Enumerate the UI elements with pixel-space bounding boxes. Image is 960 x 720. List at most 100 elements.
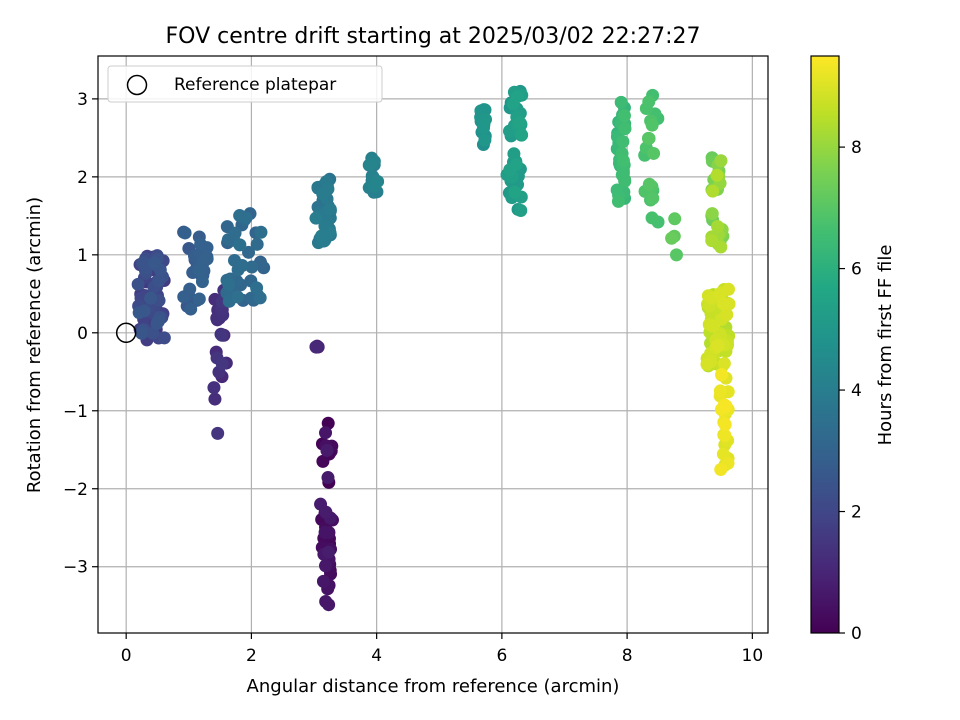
scatter-point <box>318 525 332 539</box>
legend-entry-label: Reference platepar <box>174 75 336 95</box>
scatter-point <box>131 277 145 291</box>
colorbar-gradient <box>810 55 840 634</box>
colorbar-label: Hours from first FF file <box>875 245 896 446</box>
scatter-point <box>665 231 679 245</box>
y-tick-label: −3 <box>63 558 88 578</box>
grid-lines <box>98 56 768 633</box>
scatter-point <box>642 177 656 191</box>
scatter-point <box>645 211 659 225</box>
scatter-point <box>706 319 720 333</box>
scatter-point <box>610 183 624 197</box>
scatter-point <box>254 225 268 239</box>
scatter-point <box>713 287 727 301</box>
x-axis-label: Angular distance from reference (arcmin) <box>247 676 620 697</box>
scatter-point <box>132 306 146 320</box>
scatter-point <box>146 326 160 340</box>
colorbar-tick-label: 0 <box>851 624 862 644</box>
scatter-point <box>207 381 221 395</box>
scatter-point <box>231 290 245 304</box>
scatter-point <box>719 399 733 413</box>
y-tick-label: 3 <box>77 90 88 110</box>
scatter-point <box>195 275 209 289</box>
scatter-point <box>157 331 171 345</box>
colorbar-tick-label: 2 <box>851 503 862 523</box>
legend: Reference platepar <box>107 65 383 103</box>
scatter-point <box>720 308 734 322</box>
scatter-point <box>184 302 198 316</box>
scatter-point <box>315 229 329 243</box>
colorbar-tick-label: 6 <box>851 260 862 280</box>
scatter-point <box>152 274 166 288</box>
scatter-point <box>319 559 333 573</box>
x-tick-label: 0 <box>121 646 132 666</box>
x-tick-label: 8 <box>622 646 633 666</box>
scatter-point <box>616 154 630 168</box>
scatter-point <box>211 426 225 440</box>
scatter-point <box>706 184 720 198</box>
scatter-point <box>478 133 492 147</box>
scatter-point <box>322 545 336 559</box>
scatter-point <box>323 202 337 216</box>
x-tick-label: 6 <box>496 646 507 666</box>
y-axis-ticks: −3 −2 −1 0 1 2 3 <box>63 90 98 578</box>
scatter-point <box>717 356 731 370</box>
scatter-point <box>718 429 732 443</box>
scatter-point <box>200 252 214 266</box>
scatter-point <box>714 462 728 476</box>
scatter-point <box>614 95 628 109</box>
chart-title: FOV centre drift starting at 2025/03/02 … <box>166 24 701 49</box>
scatter-point <box>321 471 335 485</box>
scatter-point <box>618 174 632 188</box>
scatter-point <box>514 203 528 217</box>
scatter-point <box>316 454 330 468</box>
scatter-point <box>711 220 725 234</box>
legend-box <box>107 65 383 103</box>
scatter-point <box>714 154 728 168</box>
y-tick-label: 1 <box>77 246 88 266</box>
scatter-point <box>177 290 191 304</box>
scatter-point <box>208 392 222 406</box>
scatter-point <box>222 277 236 291</box>
y-tick-label: −1 <box>63 402 88 422</box>
scatter-point <box>215 328 229 342</box>
scatter-point <box>192 292 206 306</box>
scatter-point <box>178 226 192 240</box>
scatter-point <box>617 109 631 123</box>
scatter-point <box>135 326 149 340</box>
scatter-point <box>152 314 166 328</box>
scatter-point <box>642 95 656 109</box>
scatter-point <box>668 212 682 226</box>
scatter-point <box>319 505 333 519</box>
scatter-point <box>368 179 382 193</box>
scatter-point <box>479 112 493 126</box>
scatter-point <box>320 443 334 457</box>
scatter-point <box>148 256 162 270</box>
colorbar: 0 2 4 6 8 Hours from first FF file <box>810 55 896 644</box>
scatter-point <box>316 187 330 201</box>
scatter-points <box>131 84 736 612</box>
scatter-point <box>250 237 264 251</box>
scatter-point <box>718 418 732 432</box>
scatter-point <box>715 368 729 382</box>
scatter-point <box>647 146 661 160</box>
y-tick-label: −2 <box>63 480 88 500</box>
colorbar-ticks: 0 2 4 6 8 <box>839 138 862 644</box>
scatter-point <box>508 185 522 199</box>
scatter-point <box>710 168 724 182</box>
x-tick-label: 4 <box>371 646 382 666</box>
scatter-point <box>309 340 323 354</box>
scatter-point <box>242 245 256 259</box>
y-tick-label: 2 <box>77 168 88 188</box>
scatter-point <box>513 116 527 130</box>
plot-area-frame <box>97 55 769 634</box>
scatter-point <box>714 240 728 254</box>
scatter-point <box>705 207 719 221</box>
scatter-point <box>215 357 229 371</box>
scatter-point <box>611 194 625 208</box>
x-tick-label: 2 <box>246 646 257 666</box>
scatter-point <box>713 384 727 398</box>
scatter-point <box>233 238 247 252</box>
legend-open-circle-icon <box>126 74 148 96</box>
scatter-point <box>365 158 379 172</box>
y-tick-label: 0 <box>77 324 88 344</box>
